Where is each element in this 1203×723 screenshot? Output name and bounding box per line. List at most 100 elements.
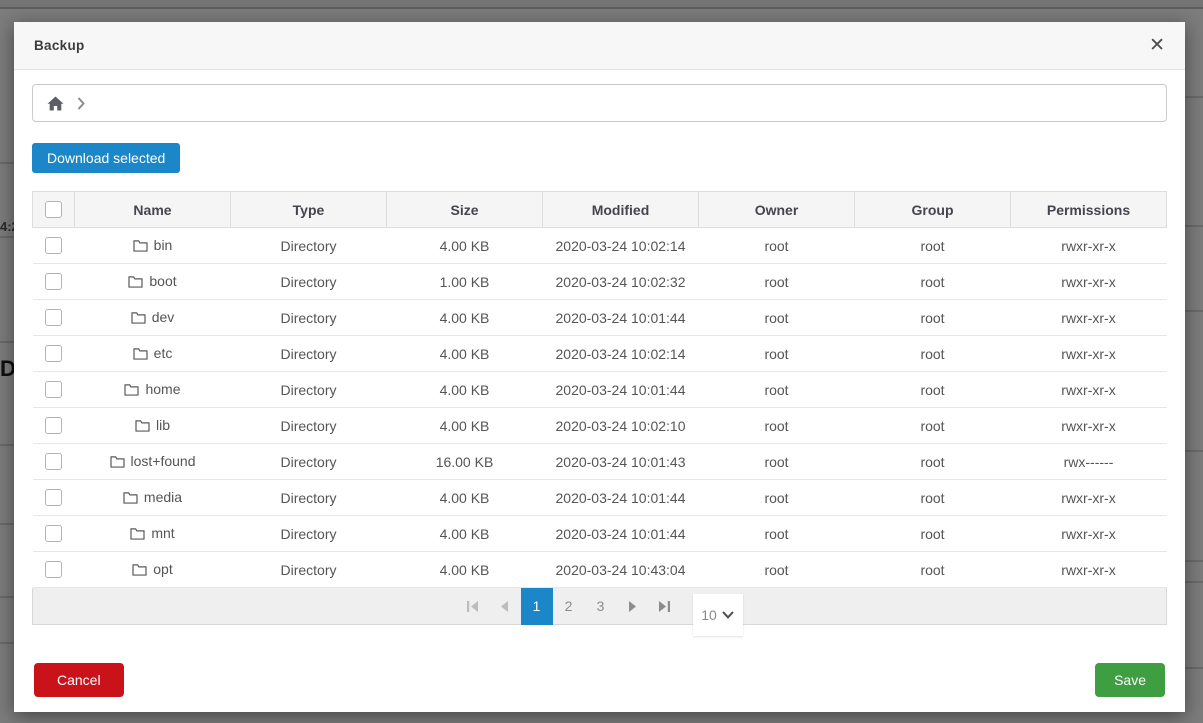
file-group: root [854, 371, 1011, 408]
download-selected-button[interactable]: Download selected [32, 143, 181, 173]
file-name-cell: home [74, 371, 231, 408]
background-artifact-line [0, 236, 14, 238]
file-table-body: bin Directory 4.00 KB 2020-03-24 10:02:1… [32, 227, 1167, 588]
page-size-select[interactable]: 10 [692, 594, 743, 636]
file-modified: 2020-03-24 10:01:44 [542, 371, 699, 408]
file-name-cell: lib [74, 407, 231, 444]
next-page-button[interactable] [617, 588, 649, 625]
modal-header: Backup ✕ [14, 22, 1185, 70]
file-group: root [854, 443, 1011, 480]
file-name: etc [153, 344, 173, 361]
file-type: Directory [230, 443, 387, 480]
folder-icon [128, 275, 143, 288]
file-size: 4.00 KB [386, 515, 543, 552]
background-artifact-line [0, 341, 14, 343]
file-modified: 2020-03-24 10:02:10 [542, 407, 699, 444]
background-artifact-line [1185, 560, 1203, 562]
file-size: 4.00 KB [386, 299, 543, 336]
file-name-cell: etc [74, 335, 231, 372]
folder-icon [123, 491, 138, 504]
file-permissions: rwxr-xr-x [1010, 551, 1167, 588]
folder-icon [135, 419, 150, 432]
folder-icon [109, 455, 125, 468]
table-row[interactable]: lib Directory 4.00 KB 2020-03-24 10:02:1… [32, 407, 1167, 444]
background-text-fragment: 4:2 [0, 219, 14, 234]
background-artifact-line [0, 523, 14, 525]
row-checkbox[interactable] [45, 381, 62, 399]
row-checkbox[interactable] [45, 345, 62, 363]
modal-body: Download selected Name Type Size Modifie… [14, 70, 1185, 636]
file-permissions: rwxr-xr-x [1010, 335, 1167, 372]
table-row[interactable]: dev Directory 4.00 KB 2020-03-24 10:01:4… [32, 299, 1167, 336]
backup-modal: Backup ✕ Download selected Name [14, 22, 1185, 712]
row-checkbox[interactable] [45, 489, 62, 507]
page-button-2[interactable]: 2 [564, 598, 573, 614]
last-page-button[interactable] [649, 588, 681, 625]
file-name: lib [155, 416, 170, 433]
row-checkbox-cell [32, 227, 75, 264]
table-row[interactable]: lost+found Directory 16.00 KB 2020-03-24… [32, 443, 1167, 480]
page-size-value: 10 [701, 607, 717, 623]
row-checkbox-cell [32, 479, 75, 516]
file-group: root [854, 479, 1011, 516]
previous-page-button[interactable] [489, 588, 521, 625]
home-icon[interactable] [47, 95, 64, 111]
column-header-owner[interactable]: Owner [698, 191, 855, 228]
row-checkbox[interactable] [45, 453, 62, 471]
background-page-topbar [0, 0, 1203, 9]
row-checkbox-cell [32, 515, 75, 552]
file-owner: root [698, 515, 855, 552]
table-row[interactable]: mnt Directory 4.00 KB 2020-03-24 10:01:4… [32, 515, 1167, 552]
background-artifact-line [1185, 450, 1203, 452]
file-group: root [854, 263, 1011, 300]
folder-icon [133, 239, 148, 252]
file-modified: 2020-03-24 10:02:14 [542, 227, 699, 264]
file-permissions: rwxr-xr-x [1010, 371, 1167, 408]
table-row[interactable]: bin Directory 4.00 KB 2020-03-24 10:02:1… [32, 227, 1167, 264]
row-checkbox[interactable] [45, 309, 62, 327]
file-modified: 2020-03-24 10:01:44 [542, 479, 699, 516]
pagination-bar: 1 2 3 10 [32, 587, 1167, 636]
folder-icon [133, 347, 148, 360]
row-checkbox[interactable] [45, 561, 62, 579]
column-header-size[interactable]: Size [386, 191, 543, 228]
row-checkbox[interactable] [45, 237, 62, 255]
file-type: Directory [230, 227, 387, 264]
column-header-group[interactable]: Group [854, 191, 1011, 228]
file-type: Directory [230, 371, 387, 408]
chevron-right-icon [77, 96, 85, 110]
row-checkbox[interactable] [45, 525, 62, 543]
row-checkbox[interactable] [45, 417, 62, 435]
column-header-modified[interactable]: Modified [542, 191, 699, 228]
file-owner: root [698, 335, 855, 372]
column-header-permissions[interactable]: Permissions [1010, 191, 1167, 228]
file-name-cell: boot [74, 263, 231, 300]
chevron-down-icon [722, 611, 734, 619]
page-button-1[interactable]: 1 [520, 587, 553, 625]
file-group: root [854, 515, 1011, 552]
close-icon[interactable]: ✕ [1149, 35, 1165, 56]
background-artifact-line [1185, 310, 1203, 312]
file-name: lost+found [130, 452, 196, 469]
file-owner: root [698, 551, 855, 588]
file-name: boot [149, 272, 177, 289]
cancel-button[interactable]: Cancel [34, 663, 124, 697]
save-button[interactable]: Save [1095, 663, 1165, 697]
file-permissions: rwxr-xr-x [1010, 479, 1167, 516]
file-name: opt [153, 560, 173, 577]
table-row[interactable]: home Directory 4.00 KB 2020-03-24 10:01:… [32, 371, 1167, 408]
table-row[interactable]: media Directory 4.00 KB 2020-03-24 10:01… [32, 479, 1167, 516]
column-header-name[interactable]: Name [74, 191, 231, 228]
file-modified: 2020-03-24 10:01:44 [542, 299, 699, 336]
column-header-type[interactable]: Type [230, 191, 387, 228]
file-size: 4.00 KB [386, 479, 543, 516]
table-row[interactable]: etc Directory 4.00 KB 2020-03-24 10:02:1… [32, 335, 1167, 372]
file-name: bin [153, 236, 173, 253]
table-row[interactable]: opt Directory 4.00 KB 2020-03-24 10:43:0… [32, 551, 1167, 588]
background-artifact-line [1185, 667, 1203, 669]
row-checkbox[interactable] [45, 273, 62, 291]
table-row[interactable]: boot Directory 1.00 KB 2020-03-24 10:02:… [32, 263, 1167, 300]
page-button-3[interactable]: 3 [596, 598, 605, 614]
select-all-checkbox[interactable] [45, 201, 62, 219]
first-page-button[interactable] [457, 588, 489, 625]
